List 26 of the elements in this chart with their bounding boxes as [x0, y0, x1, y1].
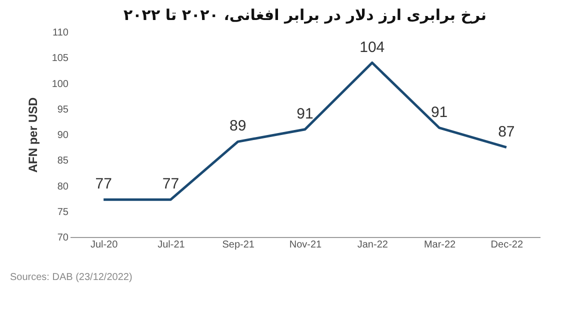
y-tick-label: 75: [57, 206, 69, 218]
y-tick-label: 70: [57, 232, 69, 244]
y-tick-label: 100: [52, 78, 69, 90]
y-tick-label: 80: [57, 181, 69, 192]
chart-title: نرخ برابری ارز دلار در برابر افغانی، ۲۰۲۰ تا ۲۰۲۲: [124, 6, 486, 24]
x-tick-label: Sep-21: [222, 240, 255, 250]
x-tick-label: Jan-22: [357, 240, 388, 250]
source-note: Sources: DAB (23/12/2022): [10, 272, 132, 283]
data-label: 77: [95, 176, 112, 193]
y-axis-title: AFN per USD: [26, 97, 40, 173]
x-tick-label: Mar-22: [424, 240, 456, 250]
data-label: 89: [230, 118, 246, 135]
data-label: 87: [498, 123, 515, 140]
data-label: 77: [162, 176, 180, 193]
y-tick-label: 110: [52, 28, 69, 38]
y-tick-label: 105: [52, 53, 69, 64]
x-tick-label: Dec-22: [490, 240, 524, 250]
y-tick-label: 95: [57, 104, 69, 116]
x-tick-label: Jul-21: [158, 240, 186, 250]
y-tick-label: 85: [57, 156, 69, 167]
data-label: 104: [360, 38, 385, 56]
data-label: 91: [296, 105, 314, 122]
x-tick-label: Nov-21: [289, 240, 322, 250]
data-label: 91: [430, 104, 448, 121]
x-tick-label: Jul-20: [90, 240, 118, 250]
y-tick-label: 90: [57, 130, 69, 141]
